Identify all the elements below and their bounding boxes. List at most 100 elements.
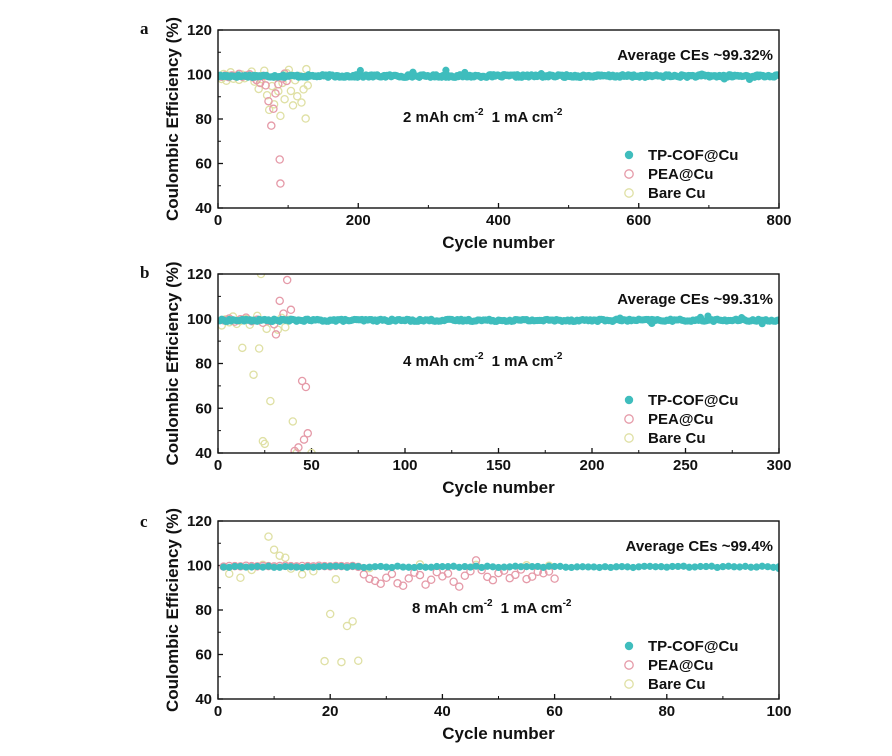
data-point — [404, 574, 413, 583]
x-tick-label: 50 — [303, 457, 320, 474]
series-pea-cu — [219, 556, 559, 591]
x-tick-label: 800 — [766, 212, 791, 229]
data-point — [343, 563, 351, 571]
data-point — [377, 562, 385, 571]
data-point — [730, 563, 738, 571]
data-point — [288, 101, 298, 110]
x-tick-label: 600 — [626, 212, 651, 229]
data-point — [646, 562, 654, 570]
data-point — [426, 575, 436, 584]
average-ce-annotation: Average CEs ~99.4% — [626, 538, 773, 555]
legend-marker — [624, 169, 634, 179]
data-point — [269, 545, 279, 554]
data-point — [775, 565, 779, 573]
data-point — [254, 344, 264, 353]
data-point — [741, 562, 749, 570]
data-layer — [218, 64, 779, 188]
panel-letter: c — [140, 512, 148, 531]
data-point — [720, 75, 728, 83]
data-point — [409, 68, 417, 76]
data-point — [224, 569, 234, 578]
data-point — [438, 563, 446, 571]
data-point — [616, 314, 624, 322]
data-point — [236, 562, 245, 571]
data-point — [528, 563, 536, 571]
panel-letter: b — [140, 263, 149, 282]
data-point — [376, 579, 385, 588]
data-point — [259, 563, 267, 571]
data-point — [276, 563, 284, 571]
data-point — [534, 562, 542, 571]
data-point — [500, 563, 508, 571]
data-point — [421, 563, 430, 571]
data-point — [460, 571, 470, 580]
plot-frame — [217, 29, 780, 209]
y-axis-title: Coulombic Efficiency (%) — [163, 17, 182, 221]
y-tick-label: 60 — [195, 400, 212, 417]
y-tick-label: 60 — [195, 647, 212, 664]
data-point — [274, 80, 283, 89]
data-point — [719, 563, 727, 571]
legend-label: TP-COF@Cu — [648, 392, 738, 409]
data-point — [270, 563, 278, 571]
data-point — [398, 581, 408, 590]
x-tick-label: 200 — [579, 457, 604, 474]
data-point — [297, 98, 306, 107]
y-tick-label: 40 — [195, 691, 212, 708]
data-point — [262, 324, 271, 334]
data-point — [556, 562, 564, 570]
data-point — [354, 562, 362, 571]
data-point — [301, 114, 310, 123]
x-tick-label: 20 — [322, 703, 339, 720]
data-point — [601, 563, 609, 571]
data-point — [461, 68, 469, 77]
data-point — [266, 396, 275, 406]
data-point — [264, 532, 273, 541]
x-tick-label: 150 — [486, 457, 511, 474]
y-tick-label: 100 — [187, 67, 212, 84]
data-point — [774, 71, 779, 79]
data-point — [478, 563, 486, 572]
data-point — [698, 70, 706, 78]
data-point — [517, 563, 525, 571]
legend-label: Bare Cu — [648, 430, 706, 447]
data-point — [236, 573, 245, 582]
data-point — [292, 563, 301, 571]
y-tick-label: 120 — [187, 266, 212, 283]
data-point — [301, 382, 311, 392]
data-point — [663, 563, 671, 571]
data-point — [483, 562, 491, 570]
data-point — [539, 563, 547, 571]
data-point — [607, 563, 615, 572]
data-point — [281, 553, 290, 562]
condition-cur: 1 mA cm — [492, 353, 554, 370]
data-point — [286, 86, 296, 96]
data-point — [488, 575, 498, 585]
data-point — [275, 155, 284, 164]
data-point — [648, 319, 656, 328]
condition-label: 8 mAh cm-2 1 mA cm-2 — [412, 598, 572, 617]
data-point — [264, 96, 273, 106]
x-tick-label: 0 — [214, 703, 222, 720]
legend-label: PEA@Cu — [648, 657, 713, 674]
data-point — [299, 435, 309, 444]
data-point — [349, 562, 357, 570]
data-point — [387, 569, 397, 579]
data-point — [393, 562, 402, 570]
data-point — [595, 563, 604, 572]
data-point — [256, 274, 266, 279]
data-point — [584, 563, 592, 571]
data-point — [489, 563, 497, 571]
x-axis-title: Cycle number — [442, 233, 555, 252]
condition-cap: 2 mAh cm — [403, 109, 475, 126]
x-tick-label: 200 — [346, 212, 371, 229]
legend-marker — [624, 395, 634, 405]
legend-label: TP-COF@Cu — [648, 638, 738, 655]
data-point — [752, 563, 761, 571]
x-axis-title: Cycle number — [442, 724, 555, 743]
data-point — [680, 562, 688, 570]
data-point — [332, 562, 340, 570]
data-point — [527, 572, 537, 581]
data-point — [522, 563, 531, 571]
condition-cap-exp: -2 — [475, 351, 484, 362]
